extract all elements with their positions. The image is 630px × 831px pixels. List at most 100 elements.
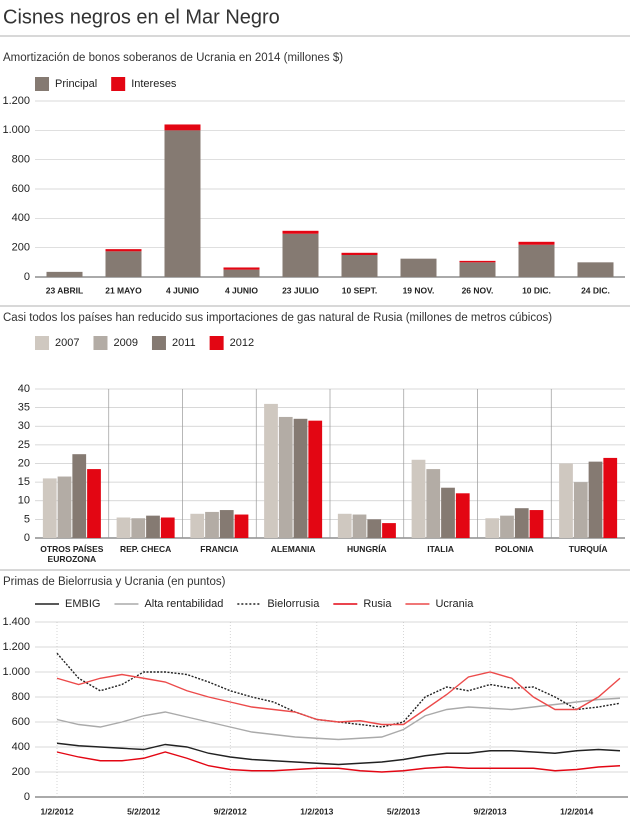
x-tick-label: 23 ABRIL — [46, 285, 83, 295]
y-tick-label: 25 — [18, 439, 30, 451]
y-tick-label: 0 — [24, 791, 30, 803]
x-tick-label: 1/2/2012 — [40, 806, 73, 816]
legend-label: Ucrania — [435, 598, 474, 610]
legend-label: 2009 — [113, 337, 137, 349]
y-tick-label: 20 — [18, 457, 30, 469]
bar — [308, 420, 323, 538]
bar-segment — [459, 262, 496, 277]
x-tick-label: 23 JULIO — [282, 285, 319, 295]
bar — [367, 519, 382, 538]
y-tick-label: 400 — [12, 212, 30, 224]
series-line — [56, 742, 621, 766]
x-tick-label: OTROS PAÍSES EUROZONA — [40, 544, 104, 564]
legend-label: Principal — [55, 78, 97, 90]
y-tick-label: 1.200 — [2, 95, 30, 107]
legend-label: 2007 — [55, 337, 79, 349]
bar-segment — [459, 260, 496, 263]
x-tick-label: HUNGRÍA — [347, 544, 387, 554]
bar — [160, 517, 175, 538]
legend-swatch — [151, 336, 166, 350]
y-tick-label: 35 — [18, 402, 30, 414]
x-tick-label-box: REP. CHECA — [120, 544, 171, 554]
bar-segment — [164, 130, 201, 277]
y-tick-label: 800 — [12, 154, 30, 166]
y-tick-label: 30 — [18, 420, 30, 432]
bar — [72, 454, 87, 538]
bar-segment — [577, 262, 614, 277]
bar — [352, 514, 367, 538]
x-tick-label-box: OTROS PAÍSES EUROZONA — [40, 544, 104, 564]
x-tick-label-box: HUNGRÍA — [347, 544, 387, 554]
bar — [293, 418, 308, 538]
bar — [500, 515, 514, 538]
bar — [205, 511, 219, 538]
x-tick-label: TURQUÍA — [568, 544, 608, 554]
bar — [588, 461, 603, 538]
bar — [87, 469, 101, 538]
page-title: Cisnes negros en el Mar Negro — [3, 6, 280, 28]
chart-subtitle: Primas de Bielorrusia y Ucrania (en punt… — [3, 576, 226, 588]
legend-swatch — [35, 336, 49, 350]
legend-label: 2011 — [172, 337, 196, 349]
y-tick-label: 1.200 — [2, 641, 30, 653]
x-tick-label-box: TURQUÍA — [568, 544, 608, 554]
chart-subtitle: Amortización de bonos soberanos de Ucran… — [3, 52, 343, 64]
bar-segment — [223, 269, 260, 277]
x-tick-label: 10 SEPT. — [342, 285, 377, 295]
x-tick-label-box: POLONIA — [495, 544, 534, 554]
bar-segment — [105, 251, 142, 277]
y-tick-label: 200 — [12, 242, 30, 254]
bar-segment — [105, 249, 142, 252]
bar — [485, 518, 500, 538]
x-tick-label-box: FRANCIA — [200, 544, 239, 554]
bar — [514, 508, 529, 538]
bar-segment — [518, 241, 555, 245]
y-tick-label: 40 — [18, 383, 30, 395]
y-tick-label: 800 — [12, 691, 30, 703]
x-tick-label: 19 NOV. — [403, 285, 435, 295]
bar — [219, 510, 234, 538]
bar — [337, 513, 352, 538]
bar-segment — [164, 124, 201, 131]
y-tick-label: 600 — [12, 716, 30, 728]
y-tick-label: 0 — [24, 271, 30, 283]
series-line — [56, 751, 621, 773]
bar — [382, 523, 396, 538]
legend-swatch — [35, 77, 49, 91]
bar — [190, 513, 205, 538]
bar — [573, 482, 588, 538]
bar-segment — [341, 252, 378, 255]
bar — [411, 459, 426, 538]
legend-label: Rusia — [363, 598, 392, 610]
x-tick-label: 9/2/2012 — [214, 806, 247, 816]
x-tick-label: ALEMANIA — [270, 544, 316, 554]
legend-swatch — [111, 77, 126, 91]
bar — [426, 469, 441, 538]
legend-label: Alta rentabilidad — [144, 598, 223, 610]
x-tick-label: 5/2/2012 — [127, 806, 160, 816]
y-tick-label: 0 — [24, 532, 30, 544]
y-tick-label: 400 — [12, 741, 30, 753]
legend-label: Bielorrusia — [267, 598, 320, 610]
bar — [264, 403, 278, 538]
bar — [559, 463, 573, 538]
x-tick-label: ITALIA — [427, 544, 454, 554]
legend-label: 2012 — [230, 337, 254, 349]
y-tick-label: 1.000 — [2, 666, 30, 678]
x-tick-label: 9/2/2013 — [474, 806, 507, 816]
chart-subtitle: Casi todos los países han reducido sus i… — [3, 312, 552, 324]
bar — [116, 517, 131, 538]
bar — [278, 416, 293, 538]
x-tick-label: 24 DIC. — [581, 285, 610, 295]
y-tick-label: 1.000 — [2, 124, 30, 136]
bar-segment — [223, 267, 260, 270]
x-tick-label: FRANCIA — [200, 544, 239, 554]
legend-swatch — [93, 336, 108, 350]
bar-segment — [400, 258, 437, 277]
bar-segment — [46, 271, 83, 277]
x-tick-label: 4 JUNIO — [166, 285, 199, 295]
bar — [57, 476, 72, 538]
legend-swatch — [209, 336, 224, 350]
x-tick-label-box: ALEMANIA — [270, 544, 316, 554]
